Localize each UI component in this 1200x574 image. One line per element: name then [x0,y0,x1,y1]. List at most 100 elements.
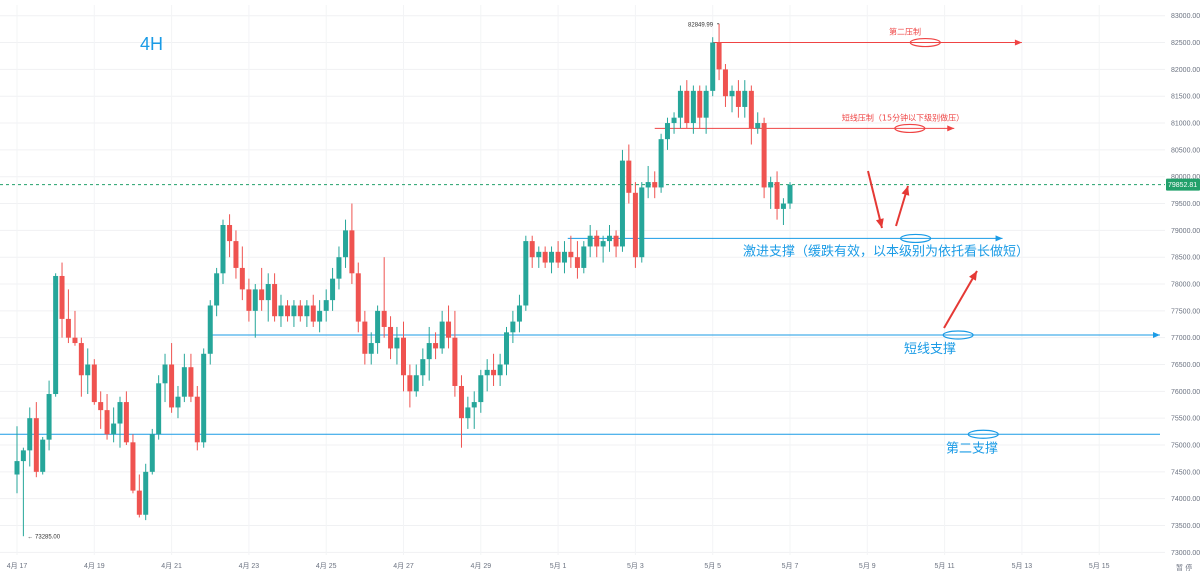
candle-body [439,321,445,349]
current-price-text: 79852.81 [1168,182,1197,189]
timeframe-label: 4H [140,34,163,54]
candle-body [645,182,651,188]
candle-body [465,407,471,419]
candle-body [65,318,71,338]
candle-body [304,305,310,317]
y-tick-label: 82500.00 [1171,40,1200,47]
candle-body [323,300,329,311]
level-arrowhead [1014,39,1022,46]
candle-body [239,267,245,290]
candle-body [774,182,780,209]
candle-body [407,375,413,392]
candle-body [452,337,458,386]
x-tick-label: 5月 11 [935,562,955,570]
y-tick-label: 73000.00 [1171,550,1200,557]
trend-arrow-shaft [943,270,978,329]
low-marker-label: ← 73285.00 [27,535,60,541]
candle-body [529,241,535,258]
candle-body [188,367,194,397]
candle-body [671,117,677,124]
candle-body [504,332,510,365]
candle-body [561,251,567,263]
candle-body [690,90,696,124]
candle-body [59,275,65,319]
trend-arrows [867,170,978,329]
candle-body [194,396,200,443]
candle-body [787,184,793,204]
candle-body [136,490,142,515]
level-label: 第二压制 [889,27,921,37]
candle-body [246,289,252,311]
candle-body [98,402,104,411]
x-tick-label: 5月 1 [550,562,567,570]
candle-body [703,90,709,118]
candle-body [632,192,638,258]
candle-body [285,305,291,317]
candle-body [355,273,361,322]
candle-body [510,321,516,333]
y-tick-label: 76000.00 [1171,389,1200,396]
candle-body [401,337,406,376]
level-arrowhead [1153,332,1160,338]
x-tick-label: 5月 3 [627,562,644,570]
candles: 82849.99 ← 73285.00 [14,22,793,541]
candle-body [600,241,606,247]
y-axis: 73000.00 73500.00 74000.00 74500.00 75000.00… [1171,13,1200,557]
trend-arrow-shaft [867,170,883,229]
candle-body [317,310,323,322]
candle-body [652,182,658,188]
candle-body [368,343,374,354]
candle-body [549,251,555,263]
y-tick-label: 81000.00 [1171,121,1200,128]
candle-body [85,364,91,376]
y-tick-label: 79500.00 [1171,201,1200,208]
candle-body [343,230,349,258]
candle-body [349,230,355,274]
candle-body [104,410,110,435]
candle-body [14,461,20,475]
candle-body [748,90,754,129]
high-marker-label: 82849.99 [688,22,714,28]
trend-arrow-head [875,218,884,228]
candle-body [20,450,26,462]
candle-body [375,310,381,344]
x-tick-label: 5月 5 [704,562,721,570]
y-tick-label: 75000.00 [1171,443,1200,450]
candle-body [220,225,226,274]
x-tick-label: 4月 25 [316,562,337,570]
y-tick-label: 82000.00 [1171,67,1200,74]
candle-body [123,402,129,443]
candle-body [446,321,452,338]
level-label: 短线支撑 [904,342,956,357]
candle-body [523,241,529,306]
candle-body [607,235,613,242]
x-tick-label: 5月 15 [1089,562,1110,570]
candle-body [214,273,220,306]
x-tick-label: 4月 29 [470,562,491,570]
candle-body [574,257,580,268]
candle-body [735,90,741,107]
x-tick-label: 4月 19 [84,562,105,570]
candle-body [143,471,149,515]
candle-body [40,439,46,472]
candle-body [716,42,722,70]
pause-label[interactable]: 暂 停 [1176,563,1192,572]
candle-body [413,375,419,392]
x-tick-label: 5月 13 [1012,562,1033,570]
candle-body [388,326,394,349]
y-tick-label: 83000.00 [1171,13,1200,20]
candle-body [181,367,187,397]
x-tick-label: 5月 7 [782,562,799,570]
level-label: 短线压制（15分钟以下级别做压） [842,112,964,122]
level-ellipse [894,123,926,134]
candle-body [664,123,670,140]
candle-body [394,337,400,349]
candle-body [175,396,181,408]
candle-body [491,369,497,376]
candle-body [91,364,97,403]
candle-body [310,305,316,322]
candle-body [130,442,136,491]
candle-body [619,160,625,247]
level-ellipse [909,37,941,48]
candle-body [78,343,84,376]
